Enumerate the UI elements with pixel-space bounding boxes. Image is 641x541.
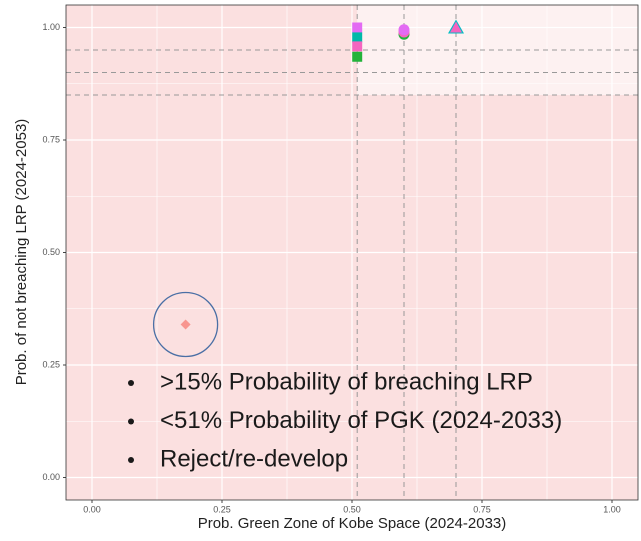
bullet [128, 418, 134, 425]
y-tick-label: 1.00 [42, 22, 60, 32]
point [352, 41, 363, 52]
point [352, 32, 363, 43]
annotation: <51% Probability of PGK (2024-2033) [160, 407, 562, 434]
x-tick-label: 1.00 [603, 504, 621, 514]
point [180, 319, 191, 330]
x-axis-title: Prob. Green Zone of Kobe Space (2024-203… [198, 515, 507, 532]
y-tick-label: 0.75 [42, 134, 60, 144]
y-tick-label: 0.00 [42, 472, 60, 482]
highlight-ring [152, 291, 219, 358]
bullet [128, 457, 134, 463]
x-tick-label: 0.75 [473, 504, 491, 514]
annotation: >15% Probability of breaching LRP [160, 368, 533, 395]
x-tick-label: 0.00 [83, 504, 101, 514]
y-tick-label: 0.50 [42, 247, 60, 257]
y-tick-label: 0.25 [42, 359, 60, 369]
x-tick-label: 0.50 [343, 504, 361, 514]
point [352, 51, 363, 62]
point [352, 22, 363, 33]
y-axis-title: Prob. of not breaching LRP (2024-2053) [13, 119, 30, 386]
bullet [128, 380, 134, 386]
point [450, 21, 462, 33]
plot-border [65, 4, 639, 501]
point [398, 24, 410, 36]
x-tick-label: 0.25 [213, 504, 231, 514]
annotation: Reject/re-develop [160, 445, 348, 472]
